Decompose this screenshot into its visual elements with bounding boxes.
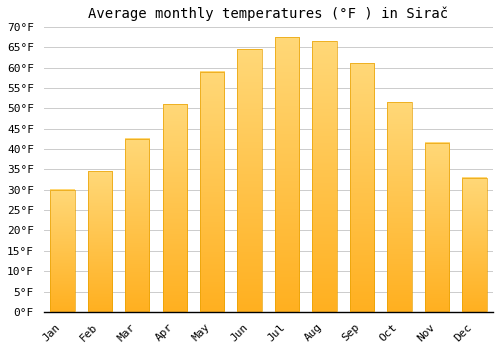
Bar xyxy=(88,172,112,312)
Bar xyxy=(238,49,262,312)
Title: Average monthly temperatures (°F ) in Sirač: Average monthly temperatures (°F ) in Si… xyxy=(88,7,448,21)
Bar xyxy=(200,72,224,312)
Bar xyxy=(162,104,187,312)
Bar xyxy=(275,37,299,312)
Bar xyxy=(312,41,336,312)
Bar xyxy=(350,63,374,312)
Bar xyxy=(388,102,411,312)
Bar xyxy=(462,177,486,312)
Bar xyxy=(125,139,150,312)
Bar xyxy=(424,143,449,312)
Bar xyxy=(50,190,74,312)
